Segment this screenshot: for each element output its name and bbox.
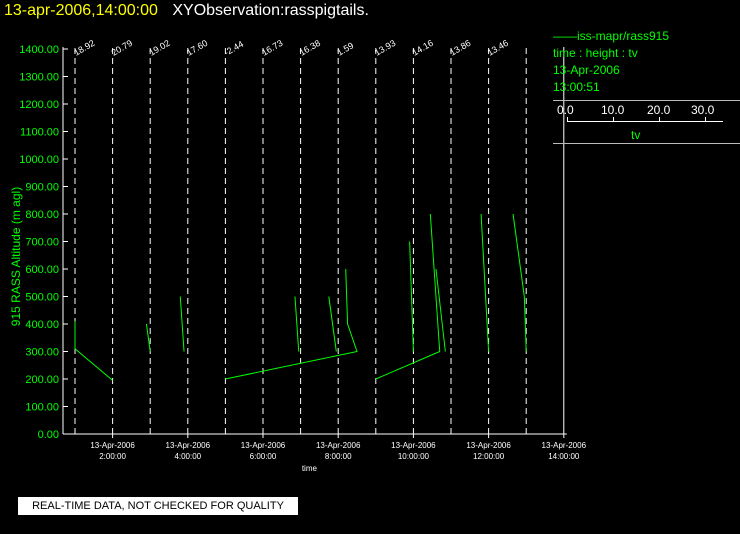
- profile-label: 13.86: [448, 38, 473, 58]
- legend-series-label: iss-mapr/rass915: [577, 29, 670, 43]
- x-tick-time: 2:00:00: [99, 452, 126, 461]
- y-tick-label: 800.00: [25, 209, 59, 221]
- y-tick-label: 200.00: [25, 374, 59, 386]
- data-segment: [225, 268, 358, 380]
- legend-scale-tick-label: 30.0: [691, 103, 715, 117]
- legend-swatch: ——: [553, 29, 577, 43]
- data-segment: [512, 213, 527, 352]
- y-tick-label: 1000.00: [19, 154, 59, 166]
- y-tick-label: 1400.00: [19, 44, 59, 56]
- profile-label: -2.44: [222, 39, 245, 58]
- legend-scale-tick-label: 0.0: [557, 103, 574, 117]
- y-tick-label: 100.00: [25, 402, 59, 414]
- data-segment: [328, 296, 337, 352]
- y-tick-label: 600.00: [25, 264, 59, 276]
- data-segment: [375, 213, 441, 380]
- profile-label: 14.16: [410, 38, 435, 58]
- legend-scale-var: tv: [631, 128, 641, 142]
- y-axis-label: 915 RASS Altitude (m agl): [9, 187, 23, 326]
- profile-label: 20.79: [110, 38, 135, 58]
- profile-label: 18.92: [72, 38, 97, 58]
- title-name: XYObservation:rasspigtails.: [172, 2, 369, 19]
- x-tick-date: 13-Apr-2006: [316, 441, 361, 450]
- legend-time: 13:00:51: [553, 80, 600, 94]
- y-tick-label: 500.00: [25, 292, 59, 304]
- x-tick-time: 12:00:00: [473, 452, 505, 461]
- y-tick-label: 400.00: [25, 319, 59, 331]
- legend-scale: 0.0 10.0 20.0 30.0 tv: [553, 103, 740, 143]
- x-tick-time: 10:00:00: [398, 452, 430, 461]
- data-segment: [480, 213, 490, 352]
- data-segment: [74, 321, 113, 381]
- profile-label: 16.73: [260, 38, 285, 58]
- legend-scale-tick-label: 20.0: [647, 103, 671, 117]
- y-tick-label: 300.00: [25, 347, 59, 359]
- data-segment: [409, 241, 414, 352]
- profile-label: 1.59: [335, 40, 355, 57]
- quality-notice: REAL-TIME DATA, NOT CHECKED FOR QUALITY: [18, 497, 298, 515]
- legend-series: ——iss-mapr/rass915: [553, 28, 740, 45]
- profile-label: 17.60: [185, 38, 210, 58]
- data-segment: [179, 296, 185, 352]
- profile-label: 16.38: [298, 38, 323, 58]
- data-segment: [145, 323, 151, 352]
- x-tick-date: 13-Apr-2006: [391, 441, 436, 450]
- legend-scale-axis: [567, 121, 723, 122]
- legend-vars: time : height : tv: [553, 46, 638, 60]
- y-tick-label: 1300.00: [19, 72, 59, 84]
- y-tick-label: 0.00: [38, 429, 59, 441]
- y-tick-label: 900.00: [25, 182, 59, 194]
- legend-divider: [553, 100, 740, 101]
- data-segment: [294, 296, 300, 352]
- legend-scale-tick: [659, 117, 660, 121]
- legend-scale-tick-label: 10.0: [601, 103, 625, 117]
- y-tick-label: 1100.00: [20, 127, 59, 139]
- title-date: 13-apr-2006,14:00:00: [4, 2, 158, 19]
- profile-label: 13.93: [373, 38, 398, 58]
- legend-scale-tick: [705, 117, 706, 121]
- legend-divider: [553, 143, 740, 144]
- x-tick-date: 13-Apr-2006: [241, 441, 286, 450]
- y-tick-label: 700.00: [25, 237, 59, 249]
- x-tick-time: 4:00:00: [174, 452, 201, 461]
- legend-scale-tick: [613, 117, 614, 121]
- chart-title: 13-apr-2006,14:00:00 XYObservation:rassp…: [4, 2, 369, 20]
- data-segment: [435, 268, 446, 352]
- x-tick-date: 13-Apr-2006: [166, 441, 211, 450]
- x-axis-label: time: [302, 464, 318, 473]
- x-tick-date: 13-Apr-2006: [90, 441, 135, 450]
- profile-label: 19.02: [147, 38, 172, 58]
- x-tick-time: 6:00:00: [250, 452, 277, 461]
- x-tick-date: 13-Apr-2006: [542, 441, 587, 450]
- y-tick-label: 1200.00: [19, 99, 59, 111]
- x-tick-time: 8:00:00: [325, 452, 352, 461]
- x-tick-date: 13-Apr-2006: [466, 441, 511, 450]
- legend: ——iss-mapr/rass915 time : height : tv 13…: [553, 28, 740, 144]
- x-tick-time: 14:00:00: [548, 452, 580, 461]
- legend-date: 13-Apr-2006: [553, 63, 620, 77]
- profile-label: 13.46: [486, 38, 511, 58]
- legend-scale-tick: [567, 117, 568, 121]
